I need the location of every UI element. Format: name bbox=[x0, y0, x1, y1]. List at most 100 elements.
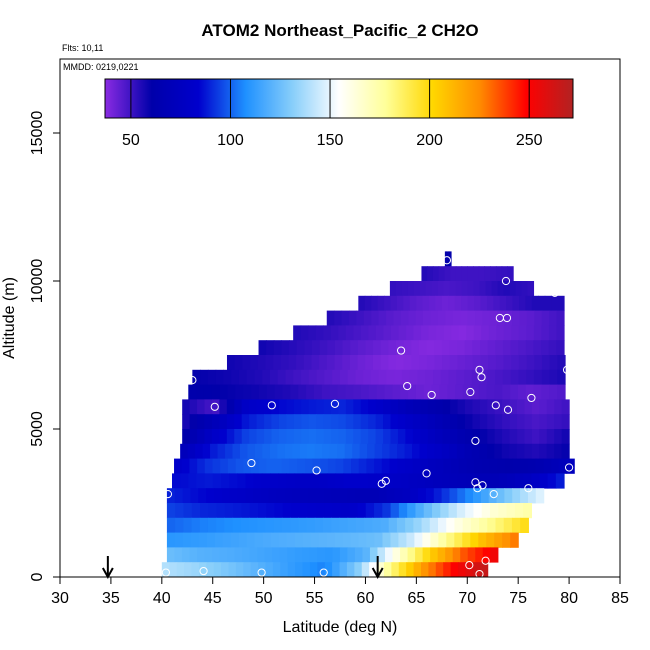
x-tick-label: 75 bbox=[509, 590, 527, 607]
heatmap-cell bbox=[466, 473, 475, 489]
heatmap-cell bbox=[432, 266, 440, 282]
heatmap-cell bbox=[488, 325, 497, 341]
heatmap-cell bbox=[294, 547, 303, 563]
heatmap-cell bbox=[377, 547, 386, 563]
heatmap-cell bbox=[323, 414, 332, 430]
heatmap-cell bbox=[235, 384, 244, 400]
heatmap-cell bbox=[447, 251, 451, 267]
heatmap-cell bbox=[460, 547, 469, 563]
heatmap-cell bbox=[504, 488, 513, 504]
heatmap-cell bbox=[183, 503, 193, 519]
heatmap-cell bbox=[373, 340, 382, 356]
heatmap-cell bbox=[454, 517, 464, 533]
heatmap-cell bbox=[405, 429, 414, 445]
heatmap-cell bbox=[383, 562, 392, 578]
heatmap-cell bbox=[464, 429, 473, 445]
heatmap-cell bbox=[226, 355, 236, 371]
heatmap-cell bbox=[475, 310, 484, 326]
heatmap-cell bbox=[519, 295, 527, 311]
heatmap-cell bbox=[403, 340, 412, 356]
heatmap-cell bbox=[345, 399, 354, 415]
heatmap-cell bbox=[316, 414, 325, 430]
heatmap-cell bbox=[506, 295, 514, 311]
heatmap-cell bbox=[323, 488, 333, 504]
heatmap-cell bbox=[413, 562, 422, 578]
heatmap-cell bbox=[291, 503, 301, 519]
heatmap-cell bbox=[238, 369, 248, 385]
heatmap-cell bbox=[335, 473, 345, 489]
observation-point bbox=[473, 484, 482, 493]
heatmap-cell bbox=[392, 384, 401, 400]
heatmap-cell bbox=[407, 547, 416, 563]
heatmap-cell bbox=[501, 266, 508, 282]
heatmap-cell bbox=[546, 414, 555, 430]
heatmap-cell bbox=[539, 399, 548, 415]
heatmap-cell bbox=[197, 429, 206, 445]
heatmap-cell bbox=[257, 547, 266, 563]
heatmap-cell bbox=[196, 384, 205, 400]
heatmap-cell bbox=[411, 340, 420, 356]
heatmap-cell bbox=[441, 488, 451, 504]
heatmap-cell bbox=[277, 443, 286, 459]
heatmap-cell bbox=[509, 399, 518, 415]
heatmap-cell bbox=[439, 384, 448, 400]
heatmap-cell bbox=[415, 547, 424, 563]
heatmap-cell bbox=[271, 414, 280, 430]
heatmap-cell bbox=[411, 355, 420, 371]
heatmap-cell bbox=[174, 458, 183, 474]
heatmap-cell bbox=[357, 355, 366, 371]
heatmap-cell bbox=[278, 532, 288, 548]
observation-point bbox=[330, 399, 340, 408]
heatmap-cell bbox=[423, 384, 433, 400]
heatmap-cell bbox=[433, 488, 443, 504]
heatmap-cell bbox=[274, 384, 284, 400]
heatmap-cell bbox=[506, 473, 516, 489]
observation-point bbox=[477, 373, 486, 382]
observation-point bbox=[502, 313, 512, 323]
heatmap-cell bbox=[243, 458, 252, 474]
heatmap-cell bbox=[256, 414, 265, 430]
heatmap-cell bbox=[337, 384, 346, 400]
heatmap-cell bbox=[249, 414, 258, 430]
observation-point bbox=[247, 458, 256, 468]
heatmap-cell bbox=[509, 281, 517, 297]
heatmap-cell bbox=[408, 384, 417, 400]
heatmap-cell bbox=[405, 517, 414, 533]
heatmap-cell bbox=[353, 384, 362, 400]
heatmap-cell bbox=[554, 399, 563, 415]
heatmap-cell bbox=[264, 429, 273, 445]
heatmap-cell bbox=[364, 295, 372, 311]
heatmap-cell bbox=[290, 384, 299, 400]
heatmap-cell bbox=[368, 473, 377, 489]
heatmap-cell bbox=[546, 443, 555, 459]
heatmap-cell bbox=[207, 517, 217, 533]
heatmap-cell bbox=[338, 399, 347, 415]
heatmap-cell bbox=[242, 355, 251, 371]
heatmap-cell bbox=[458, 325, 467, 341]
heatmap-cell bbox=[368, 325, 377, 341]
heatmap-cell bbox=[366, 532, 376, 548]
heatmap-cell bbox=[335, 458, 344, 474]
heatmap-cell bbox=[480, 562, 489, 578]
heatmap-cell bbox=[466, 325, 475, 341]
heatmap-cell bbox=[241, 414, 250, 430]
heatmap-cell bbox=[396, 517, 406, 533]
heatmap-cell bbox=[554, 414, 563, 430]
heatmap-cell bbox=[274, 503, 284, 519]
heatmap-cell bbox=[241, 503, 251, 519]
heatmap-cell bbox=[539, 429, 548, 445]
heatmap-cell bbox=[330, 325, 339, 341]
heatmap-cell bbox=[308, 399, 317, 415]
heatmap-cell bbox=[166, 503, 176, 519]
heatmap-cell bbox=[345, 325, 354, 341]
heatmap-cell bbox=[502, 384, 511, 400]
heatmap-cell bbox=[220, 458, 229, 474]
heatmap-cell bbox=[425, 488, 435, 504]
observation-point bbox=[381, 476, 390, 485]
heatmap-cell bbox=[350, 532, 360, 548]
heatmap-cell bbox=[420, 429, 429, 445]
heatmap-cell bbox=[294, 532, 304, 548]
heatmap-cell bbox=[404, 443, 413, 459]
heatmap-cell bbox=[226, 429, 235, 445]
heatmap-cell bbox=[391, 562, 400, 578]
